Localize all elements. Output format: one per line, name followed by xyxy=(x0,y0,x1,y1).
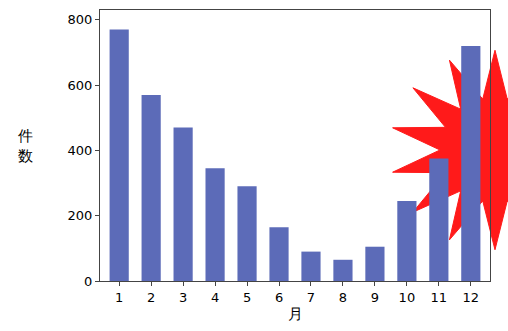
svg-text:400: 400 xyxy=(68,143,93,158)
svg-text:0: 0 xyxy=(84,274,92,289)
svg-text:10: 10 xyxy=(399,290,416,305)
svg-text:800: 800 xyxy=(68,12,93,27)
svg-text:3: 3 xyxy=(179,290,187,305)
svg-text:600: 600 xyxy=(68,78,93,93)
svg-text:8: 8 xyxy=(339,290,347,305)
svg-text:2: 2 xyxy=(147,290,155,305)
svg-text:件数: 件数 xyxy=(18,127,33,165)
svg-text:12: 12 xyxy=(463,290,480,305)
svg-text:11: 11 xyxy=(431,290,448,305)
svg-text:月: 月 xyxy=(288,305,303,323)
svg-text:1: 1 xyxy=(115,290,123,305)
svg-text:5: 5 xyxy=(243,290,251,305)
svg-text:6: 6 xyxy=(275,290,283,305)
svg-text:200: 200 xyxy=(68,208,93,223)
svg-text:9: 9 xyxy=(371,290,379,305)
svg-text:7: 7 xyxy=(307,290,315,305)
svg-text:4: 4 xyxy=(211,290,219,305)
